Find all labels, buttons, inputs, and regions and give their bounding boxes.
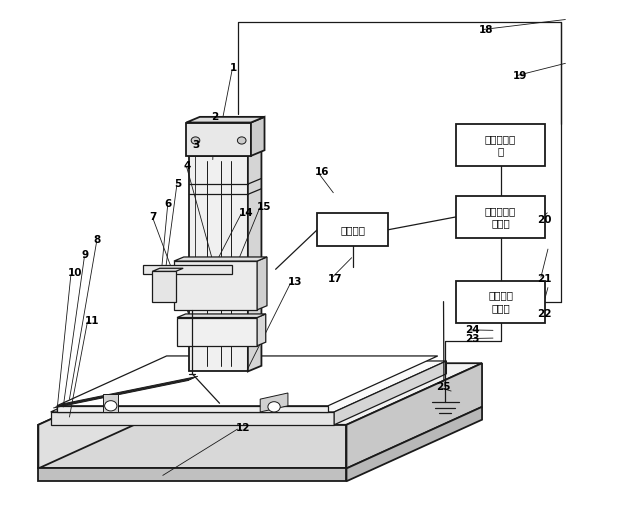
Bar — [456, 196, 545, 238]
Text: 13: 13 — [288, 277, 303, 287]
Text: 19: 19 — [513, 71, 527, 81]
Polygon shape — [38, 363, 174, 469]
Polygon shape — [347, 407, 482, 481]
Polygon shape — [174, 257, 267, 261]
Polygon shape — [248, 150, 261, 372]
Text: 3: 3 — [193, 140, 200, 150]
Polygon shape — [334, 361, 446, 425]
Text: 1: 1 — [230, 63, 236, 73]
Polygon shape — [257, 314, 266, 346]
Text: 9: 9 — [82, 250, 89, 261]
Text: 22: 22 — [537, 310, 552, 319]
Polygon shape — [174, 261, 257, 310]
Polygon shape — [189, 156, 248, 372]
Polygon shape — [347, 363, 482, 469]
Text: 7: 7 — [149, 212, 157, 222]
Polygon shape — [152, 271, 176, 302]
Text: 25: 25 — [436, 382, 451, 392]
Text: 微电流检
测电路: 微电流检 测电路 — [488, 291, 513, 313]
Text: 12: 12 — [236, 424, 250, 433]
Bar — [456, 124, 545, 166]
Polygon shape — [38, 425, 347, 469]
Text: 10: 10 — [68, 268, 82, 279]
Text: 4: 4 — [183, 160, 191, 171]
Text: 11: 11 — [85, 316, 99, 326]
Circle shape — [238, 137, 246, 144]
Text: 静电纺丝控
制系统: 静电纺丝控 制系统 — [485, 206, 516, 228]
Text: 6: 6 — [165, 199, 172, 209]
Text: 21: 21 — [537, 273, 552, 283]
Polygon shape — [186, 122, 251, 156]
Text: 18: 18 — [479, 25, 493, 35]
Polygon shape — [186, 117, 264, 122]
Circle shape — [191, 137, 200, 144]
Text: 高压电源: 高压电源 — [340, 225, 365, 235]
Polygon shape — [51, 412, 334, 425]
Polygon shape — [143, 265, 233, 274]
Text: 17: 17 — [328, 273, 342, 283]
Polygon shape — [251, 117, 264, 156]
Polygon shape — [38, 363, 482, 425]
Text: 16: 16 — [314, 167, 329, 177]
Text: 注射泵控制
器: 注射泵控制 器 — [485, 134, 516, 156]
Bar — [317, 213, 388, 247]
Text: 2: 2 — [211, 112, 218, 122]
Polygon shape — [189, 150, 261, 156]
Polygon shape — [257, 257, 267, 310]
Text: 5: 5 — [174, 179, 181, 188]
Polygon shape — [38, 469, 347, 481]
Polygon shape — [177, 314, 266, 317]
Polygon shape — [57, 406, 328, 412]
Text: 8: 8 — [94, 235, 101, 245]
Text: 23: 23 — [465, 333, 479, 344]
Polygon shape — [103, 394, 118, 412]
Text: 24: 24 — [465, 325, 479, 335]
Circle shape — [105, 401, 117, 411]
Bar — [456, 281, 545, 322]
Polygon shape — [177, 317, 257, 346]
Polygon shape — [57, 356, 438, 406]
Circle shape — [268, 401, 280, 412]
Polygon shape — [51, 361, 446, 412]
Polygon shape — [260, 393, 288, 412]
Text: 14: 14 — [239, 208, 253, 218]
Text: 15: 15 — [257, 202, 272, 212]
Text: 20: 20 — [537, 215, 552, 224]
Polygon shape — [152, 268, 183, 271]
